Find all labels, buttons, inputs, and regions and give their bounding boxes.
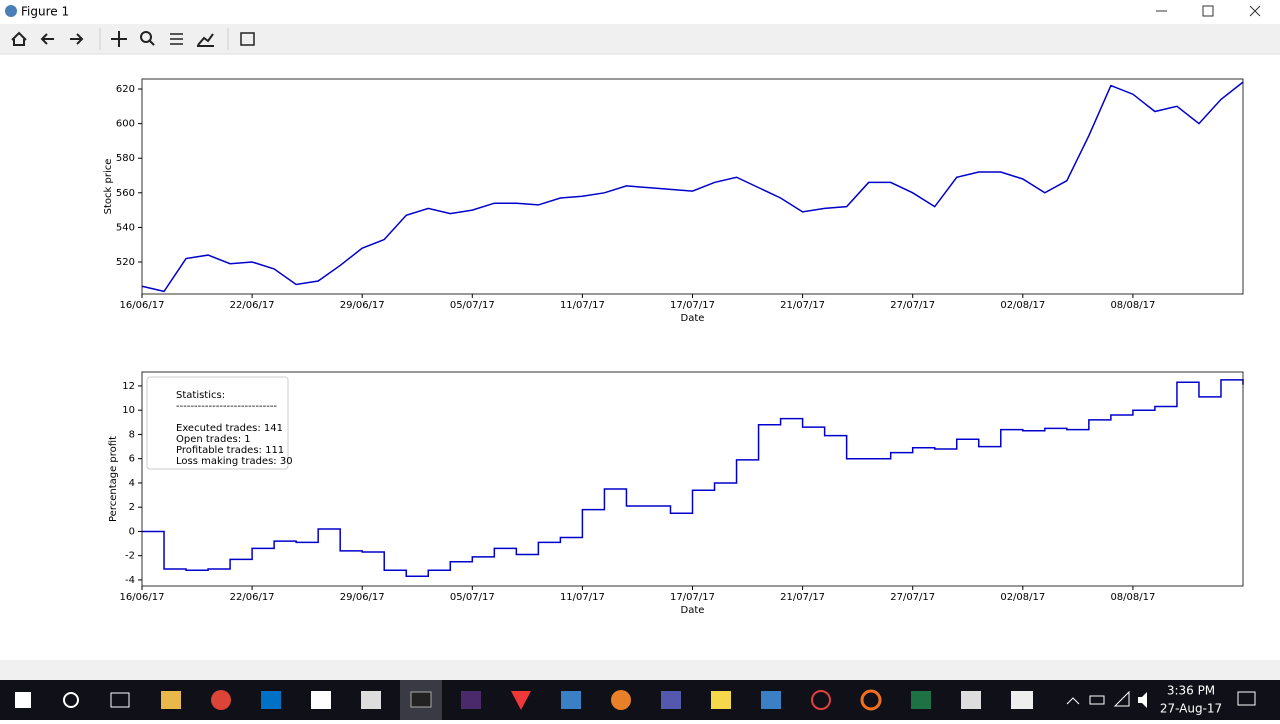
y-tick-label: 540	[116, 222, 135, 233]
annotation-line: Statistics:	[176, 390, 225, 401]
x-tick-label: 02/08/17	[1000, 592, 1045, 603]
taskbar-app[interactable]	[661, 691, 681, 709]
y-tick-label: 2	[129, 502, 135, 513]
app-icon	[5, 5, 17, 17]
y-tick-label: 12	[122, 381, 135, 392]
window-title: Figure 1	[21, 5, 69, 19]
annotation-line: ----------------------------	[176, 401, 277, 412]
title-bar	[0, 0, 1280, 24]
y-tick-label: -2	[125, 551, 135, 562]
status-bar	[0, 660, 1280, 680]
x-tick-label: 29/06/17	[340, 300, 385, 311]
taskbar-app[interactable]	[961, 691, 981, 709]
battery[interactable]	[1089, 695, 1105, 705]
annotation-box	[146, 376, 289, 470]
y-tick-label: 4	[129, 478, 135, 489]
clock-time[interactable]: 3:36 PM	[1167, 684, 1215, 698]
y-tick-label: 620	[116, 84, 135, 95]
taskbar-app[interactable]	[761, 691, 781, 709]
taskbar: 3:36 PM 27-Aug-17	[0, 680, 1280, 720]
x-tick-label: 21/07/17	[780, 592, 825, 603]
y-tick-label: 600	[116, 119, 135, 130]
taskbar-app[interactable]	[611, 690, 631, 710]
toolbar	[0, 24, 1280, 54]
close[interactable]	[1249, 5, 1261, 17]
x-tick-label: 05/07/17	[450, 592, 495, 603]
save-button[interactable]	[240, 32, 255, 46]
x-tick-label: 29/06/17	[340, 592, 385, 603]
x-tick-label: 22/06/17	[230, 592, 275, 603]
x-axis-label: Date	[681, 605, 705, 616]
x-tick-label: 11/07/17	[560, 300, 605, 311]
taskbar-app[interactable]	[511, 691, 531, 710]
taskbar-app[interactable]	[1011, 691, 1033, 709]
home-button[interactable]	[11, 31, 27, 46]
x-tick-label: 16/06/17	[120, 300, 165, 311]
notifications[interactable]	[1237, 691, 1256, 706]
data-line	[142, 379, 1244, 578]
x-tick-label: 17/07/17	[670, 592, 715, 603]
taskbar-app[interactable]	[711, 691, 731, 709]
taskbar-app[interactable]	[261, 691, 281, 709]
x-tick-label: 08/08/17	[1110, 300, 1155, 311]
taskbar-app[interactable]	[461, 691, 481, 709]
x-tick-label: 11/07/17	[560, 592, 605, 603]
edit-axis-button[interactable]	[197, 33, 214, 47]
configure-button[interactable]	[170, 33, 183, 45]
x-tick-label: 08/08/17	[1110, 592, 1155, 603]
x-tick-label: 27/07/17	[890, 592, 935, 603]
pan-button[interactable]	[111, 31, 127, 47]
start-button[interactable]	[15, 692, 31, 708]
back-button[interactable]	[40, 33, 54, 45]
plot-frame	[141, 78, 1244, 295]
search-button[interactable]	[63, 692, 79, 708]
zoom-button[interactable]	[140, 31, 155, 46]
annotation-line: Profitable trades: 111	[176, 445, 284, 456]
restore[interactable]	[1202, 5, 1214, 17]
y-axis-label: Percentage profit	[108, 436, 119, 522]
x-tick-label: 21/07/17	[780, 300, 825, 311]
y-tick-label: 0	[129, 526, 135, 537]
taskbar-app[interactable]	[361, 691, 381, 709]
y-tick-label: 520	[116, 257, 135, 268]
taskbar-app[interactable]	[561, 691, 581, 709]
taskbar-app[interactable]	[211, 690, 231, 710]
tray-expand[interactable]	[1066, 697, 1080, 705]
y-axis-label: Stock price	[103, 159, 114, 215]
y-tick-label: 10	[122, 405, 135, 416]
taskbar-app[interactable]	[911, 691, 931, 709]
x-axis-label: Date	[681, 313, 705, 324]
x-tick-label: 16/06/17	[120, 592, 165, 603]
y-tick-label: 8	[129, 429, 135, 440]
x-tick-label: 05/07/17	[450, 300, 495, 311]
x-tick-label: 22/06/17	[230, 300, 275, 311]
annotation-line: Loss making trades: 30	[176, 456, 293, 467]
y-tick-label: 6	[129, 454, 135, 465]
taskbar-app[interactable]	[410, 691, 432, 708]
forward-button[interactable]	[70, 33, 84, 45]
taskbar-app[interactable]	[860, 689, 882, 711]
x-tick-label: 27/07/17	[890, 300, 935, 311]
taskbar-app[interactable]	[161, 691, 181, 709]
taskbar-app[interactable]	[811, 690, 831, 710]
plot-frame	[141, 371, 1244, 587]
taskbar-app[interactable]	[311, 691, 331, 709]
x-tick-label: 17/07/17	[670, 300, 715, 311]
x-tick-label: 02/08/17	[1000, 300, 1045, 311]
clock-date[interactable]: 27-Aug-17	[1160, 702, 1222, 716]
y-tick-label: 560	[116, 188, 135, 199]
wifi[interactable]	[1113, 690, 1130, 707]
task-view[interactable]	[110, 692, 130, 708]
volume[interactable]	[1138, 692, 1147, 708]
y-tick-label: -4	[125, 575, 135, 586]
taskbar-bg	[0, 680, 1280, 720]
y-tick-label: 580	[116, 153, 135, 164]
data-line	[141, 81, 1244, 293]
annotation-line: Open trades: 1	[176, 434, 251, 445]
annotation-line: Executed trades: 141	[176, 423, 283, 434]
